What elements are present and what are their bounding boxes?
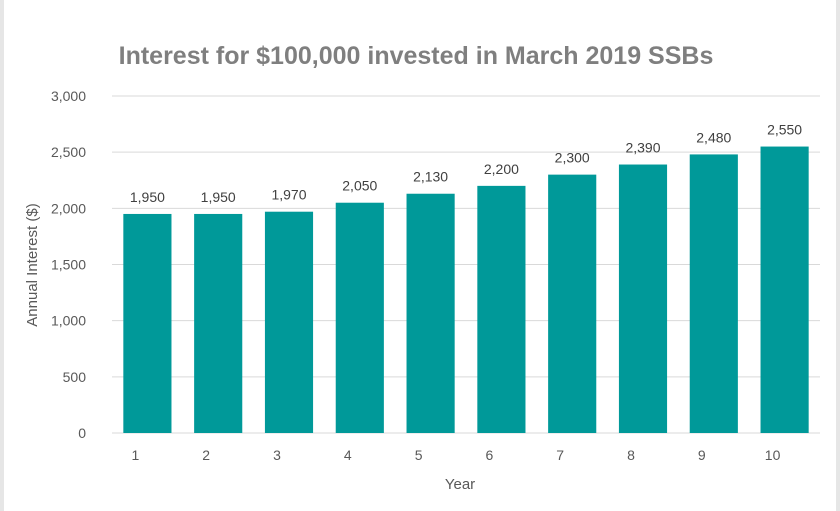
- data-label: 1,950: [201, 189, 236, 205]
- data-labels: 1,950 1,950 1,970 2,050 2,130 2,200 2,300 2,390…: [130, 122, 802, 205]
- data-label: 2,390: [625, 140, 660, 156]
- data-label: 2,200: [484, 161, 519, 177]
- y-axis-title: Annual Interest ($): [24, 203, 41, 326]
- bar-year-2: [194, 213, 243, 433]
- x-tick-label: 10: [765, 447, 781, 463]
- x-tick-label: 5: [415, 447, 423, 463]
- bar-year-4: [335, 202, 384, 433]
- x-tick-label: 8: [627, 447, 635, 463]
- y-tick-label: 0: [78, 425, 86, 441]
- y-tick-label: 2,500: [51, 144, 86, 160]
- data-label: 2,300: [555, 150, 590, 166]
- bar-year-3: [264, 211, 314, 433]
- chart-title: Interest for $100,000 invested in March …: [119, 42, 714, 70]
- y-tick-label: 2,000: [51, 200, 86, 216]
- bars: [123, 146, 809, 434]
- bar-year-10: [760, 146, 809, 434]
- x-tick-label: 2: [202, 447, 210, 463]
- y-tick-label: 1,500: [51, 257, 86, 273]
- data-label: 2,050: [342, 178, 377, 194]
- bar-year-7: [548, 174, 597, 433]
- data-label: 2,550: [767, 122, 802, 138]
- x-axis-title: Year: [445, 476, 475, 493]
- bar-year-5: [406, 193, 455, 433]
- y-tick-label: 1,000: [51, 313, 86, 329]
- x-tick-label: 7: [556, 447, 564, 463]
- right-edge-stripe: [836, 0, 840, 511]
- data-label: 2,480: [696, 129, 731, 145]
- x-axis-ticks: 1 2 3 4 5 6 7 8 9 10: [132, 447, 781, 463]
- bar-year-8: [618, 164, 668, 434]
- left-edge-stripe: [0, 0, 4, 511]
- bar-year-9: [689, 154, 738, 433]
- y-axis-ticks: 0 500 1,000 1,500 2,000 2,500 3,000: [51, 88, 86, 441]
- bar-year-6: [477, 185, 526, 433]
- data-label: 1,950: [130, 189, 165, 205]
- x-tick-label: 4: [344, 447, 352, 463]
- data-label: 2,130: [413, 169, 448, 185]
- y-tick-label: 500: [63, 369, 87, 385]
- x-tick-label: 6: [486, 447, 494, 463]
- x-tick-label: 9: [698, 447, 706, 463]
- y-tick-label: 3,000: [51, 88, 86, 104]
- data-label: 1,970: [271, 187, 306, 203]
- bar-year-1: [123, 213, 172, 433]
- x-tick-label: 3: [273, 447, 281, 463]
- x-tick-label: 1: [132, 447, 140, 463]
